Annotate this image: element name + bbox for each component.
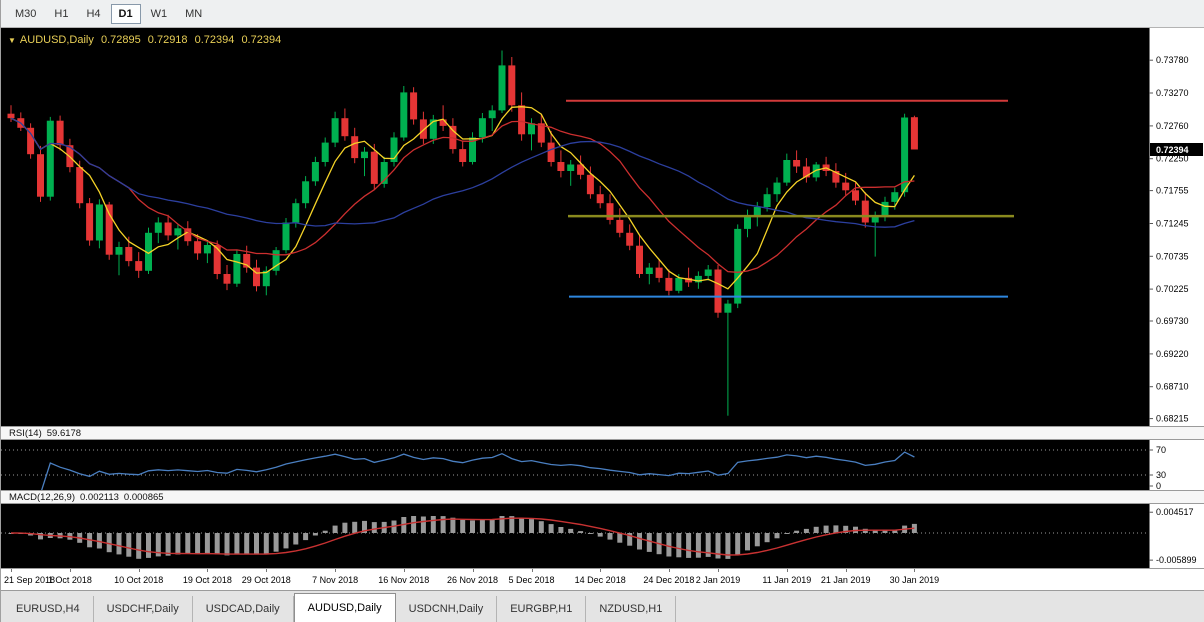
date-label: 29 Oct 2018 xyxy=(241,575,291,585)
date-tick xyxy=(207,569,209,572)
date-tick xyxy=(335,569,337,572)
svg-text:0.72250: 0.72250 xyxy=(1156,154,1189,164)
chart-symbol: AUDUSD,Daily xyxy=(19,34,94,46)
chart-title: ▼ AUDUSD,Daily 0.72895 0.72918 0.72394 0.… xyxy=(8,34,285,46)
svg-text:-0.005899: -0.005899 xyxy=(1156,555,1197,565)
date-tick xyxy=(138,569,140,572)
date-tick xyxy=(266,569,268,572)
timeframe-button-h4[interactable]: H4 xyxy=(86,7,101,20)
date-label: 21 Sep 2018 xyxy=(4,575,56,585)
svg-text:0.72760: 0.72760 xyxy=(1156,121,1189,131)
chart-tab-eurgbp-h1[interactable]: EURGBP,H1 xyxy=(497,596,587,622)
rsi-panel: 70 30 0 xyxy=(1,440,1204,490)
date-label: 19 Oct 2018 xyxy=(182,575,232,585)
slow-ma xyxy=(10,117,915,228)
price-scale[interactable]: 0.73780 0.73270 0.72760 0.72250 0.71755 0.712… xyxy=(1149,28,1204,426)
candlestick-chart-canvas[interactable]: 0.73780 0.73270 0.72760 0.72250 0.71755 0.712… xyxy=(1,28,1204,426)
macd-signal-line xyxy=(10,517,915,556)
date-tick xyxy=(914,569,916,572)
date-tick xyxy=(600,569,602,572)
date-label: 16 Nov 2018 xyxy=(378,575,430,585)
svg-text:0.68710: 0.68710 xyxy=(1156,382,1189,392)
date-label: 1 Oct 2018 xyxy=(47,575,92,585)
date-label: 5 Dec 2018 xyxy=(508,575,555,585)
date-tick xyxy=(718,569,719,572)
rsi-value: 59.6178 xyxy=(46,427,82,439)
horizontal-lines-group[interactable] xyxy=(566,99,1014,298)
rsi-header-splitter[interactable]: RSI(14) 59.6178 xyxy=(1,426,1204,440)
svg-text:0.71245: 0.71245 xyxy=(1156,219,1189,229)
ohlc-high: 0.72918 xyxy=(147,34,188,46)
date-axis: 21 Sep 2018 1 Oct 2018 10 Oct 2018 19 Oct 2… xyxy=(1,568,1204,590)
date-label: 21 Jan 2019 xyxy=(820,575,871,585)
svg-text:0.70225: 0.70225 xyxy=(1156,284,1189,294)
timeframe-button-w1[interactable]: W1 xyxy=(150,7,168,20)
timeframe-toolbar: M30 H1 H4 D1 W1 MN xyxy=(1,0,1204,28)
timeframe-button-m30[interactable]: M30 xyxy=(15,7,37,20)
date-label: 26 Nov 2018 xyxy=(446,575,499,585)
macd-main-value: 0.002113 xyxy=(80,491,119,503)
chart-tab-nzdusd-h1[interactable]: NZDUSD,H1 xyxy=(586,596,677,622)
date-tick xyxy=(786,569,788,572)
macd-label: MACD(12,26,9) xyxy=(9,491,75,503)
date-tick xyxy=(472,569,474,572)
svg-text:0.68215: 0.68215 xyxy=(1156,414,1189,424)
date-label: 7 Nov 2018 xyxy=(312,575,359,585)
date-label: 11 Jan 2019 xyxy=(762,575,812,585)
date-tick xyxy=(531,569,533,572)
svg-text:0.73270: 0.73270 xyxy=(1156,88,1189,98)
chart-tab-eurusd-h4[interactable]: EURUSD,H4 xyxy=(3,596,94,622)
svg-text:0.69220: 0.69220 xyxy=(1156,349,1189,359)
moving-averages-group xyxy=(10,106,915,290)
timeframe-button-h1[interactable]: H1 xyxy=(54,7,69,20)
rsi-chart-canvas[interactable]: 70 300 xyxy=(1,440,1204,490)
date-label: 30 Jan 2019 xyxy=(889,575,940,585)
svg-text:0.72394: 0.72394 xyxy=(1156,145,1189,155)
symbol-marker-icon: ▼ xyxy=(8,36,16,45)
svg-text:0.70735: 0.70735 xyxy=(1156,251,1189,261)
svg-text:0.71755: 0.71755 xyxy=(1156,186,1189,196)
svg-text:0: 0 xyxy=(1156,481,1161,490)
svg-text:30: 30 xyxy=(1156,470,1166,480)
rsi-line xyxy=(41,451,915,490)
date-tick xyxy=(69,569,71,572)
ohlc-low: 0.72394 xyxy=(194,34,235,46)
chart-tabs-bar: EURUSD,H4 USDCHF,Daily USDCAD,Daily AUDUSD,… xyxy=(1,590,1204,622)
svg-text:0.73780: 0.73780 xyxy=(1156,55,1189,65)
timeframe-button-mn[interactable]: MN xyxy=(185,7,203,20)
rsi-label: RSI(14) xyxy=(9,427,42,439)
chart-tab-usdchf-daily[interactable]: USDCHF,Daily xyxy=(93,596,193,622)
svg-text:0.004517: 0.004517 xyxy=(1156,507,1194,517)
macd-signal-value: 0.000865 xyxy=(123,491,164,503)
macd-chart-canvas[interactable]: 0.004517 -0.005899 xyxy=(1,504,1204,568)
date-tick xyxy=(403,569,405,572)
mid-ma xyxy=(10,117,915,273)
current-price-tag xyxy=(1150,143,1203,156)
svg-text:70: 70 xyxy=(1156,445,1166,455)
ohlc-close: 0.72394 xyxy=(241,34,282,46)
date-label: 2 Jan 2019 xyxy=(695,575,741,585)
date-label: 24 Dec 2018 xyxy=(643,575,695,585)
ohlc-open: 0.72895 xyxy=(100,34,141,46)
candles-group xyxy=(7,50,918,416)
date-tick xyxy=(11,569,12,572)
macd-panel: 0.004517 -0.005899 xyxy=(1,504,1204,568)
chart-tab-usdcnh-daily[interactable]: USDCNH,Daily xyxy=(395,596,498,622)
timeframe-button-d1[interactable]: D1 xyxy=(110,3,141,24)
svg-text:0.69730: 0.69730 xyxy=(1156,316,1189,326)
macd-histogram-group xyxy=(8,516,917,559)
date-label: 10 Oct 2018 xyxy=(114,575,164,585)
macd-header-splitter[interactable]: MACD(12,26,9) 0.002113 0.000865 xyxy=(1,490,1204,504)
date-tick xyxy=(668,569,670,572)
fast-ma xyxy=(10,106,915,290)
main-chart-panel: 0.73780 0.73270 0.72760 0.72250 0.71755 0.712… xyxy=(1,28,1204,426)
date-tick xyxy=(845,569,847,572)
chart-tab-usdcad-daily[interactable]: USDCAD,Daily xyxy=(192,596,294,622)
chart-tab-audusd-daily[interactable]: AUDUSD,Daily xyxy=(293,593,396,622)
date-label: 14 Dec 2018 xyxy=(574,575,626,585)
